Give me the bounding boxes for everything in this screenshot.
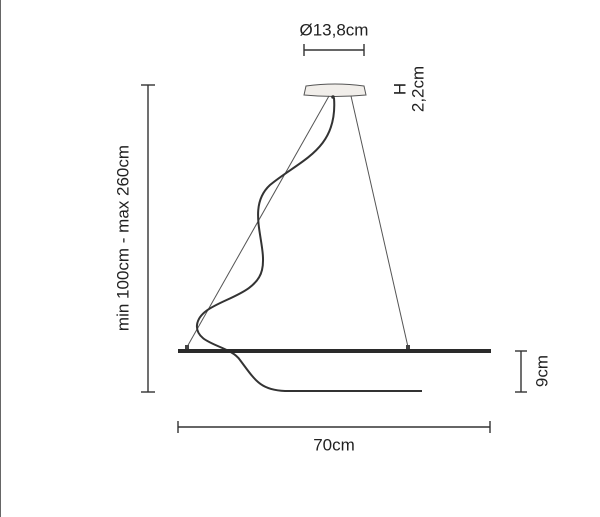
diameter-label: Ø13,8cm: [300, 20, 369, 39]
canopy: [303, 83, 367, 97]
suspension-line: [141, 84, 155, 393]
clip-right: [406, 345, 410, 349]
power-cable: [195, 97, 422, 392]
canopy-height-value: 2,2cm: [408, 66, 427, 112]
width-line: [177, 421, 491, 433]
suspension-label: min 100cm - max 260cm: [113, 145, 132, 331]
width-label: 70cm: [313, 435, 355, 454]
cable-right: [350, 95, 409, 348]
clip-left: [185, 345, 189, 349]
diameter-line: [303, 44, 365, 56]
canopy-height-label: H: [390, 83, 409, 95]
lamp-bar: [178, 349, 491, 353]
height-line: [515, 350, 527, 393]
cable-anchor: [331, 95, 335, 99]
height-label: 9cm: [532, 355, 551, 387]
